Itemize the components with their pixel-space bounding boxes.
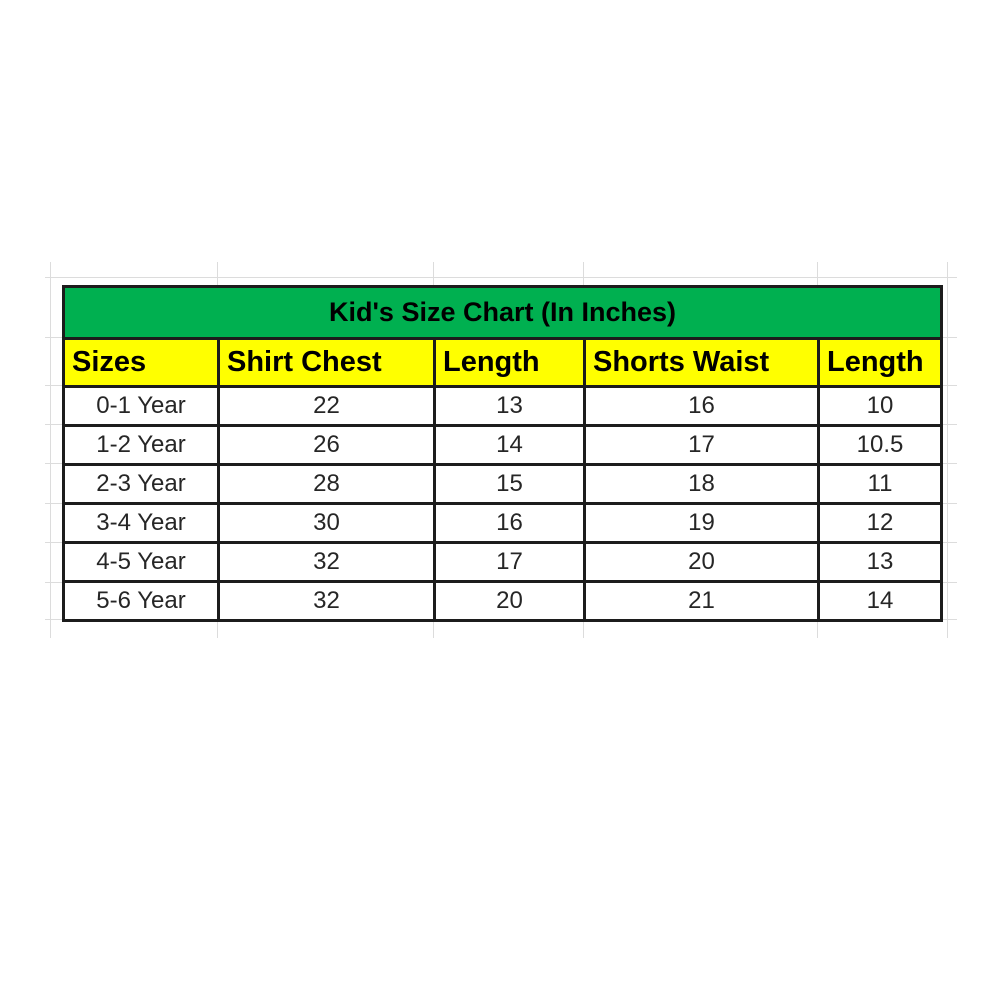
table-cell: 10 [816,385,944,427]
column-header-length-2: Length [816,337,944,388]
table-row: 5-6 Year 32 20 21 14 [62,580,944,622]
table-title-row: Kid's Size Chart (In Inches) [61,285,944,340]
table-cell: 16 [583,385,820,427]
table-cell: 12 [816,502,944,544]
size-label-cell: 3-4 Year [62,502,220,544]
size-chart-table: Kid's Size Chart (In Inches) Sizes Shirt… [61,285,944,622]
table-cell: 19 [583,502,820,544]
table-cell: 13 [816,541,944,583]
table-cell: 10.5 [816,424,944,466]
table-row: 2-3 Year 28 15 18 11 [62,463,944,505]
table-cell: 17 [433,541,586,583]
table-title: Kid's Size Chart (In Inches) [61,285,944,340]
table-row: 4-5 Year 32 17 20 13 [62,541,944,583]
column-header-length: Length [433,337,586,388]
size-label-cell: 2-3 Year [62,463,220,505]
spreadsheet-gridline [947,262,948,638]
table-row: 0-1 Year 22 13 16 10 [62,385,944,427]
table-cell: 13 [433,385,586,427]
table-cell: 20 [583,541,820,583]
table-cell: 14 [816,580,944,622]
table-cell: 28 [217,463,436,505]
table-cell: 20 [433,580,586,622]
spreadsheet-gridline [45,277,957,278]
table-cell: 30 [217,502,436,544]
table-cell: 17 [583,424,820,466]
column-header-shirt-chest: Shirt Chest [217,337,436,388]
table-cell: 11 [816,463,944,505]
table-header-row: Sizes Shirt Chest Length Shorts Waist Le… [62,337,944,388]
table-cell: 16 [433,502,586,544]
size-label-cell: 5-6 Year [62,580,220,622]
column-header-shorts-waist: Shorts Waist [583,337,820,388]
size-label-cell: 0-1 Year [62,385,220,427]
table-row: 3-4 Year 30 16 19 12 [62,502,944,544]
table-cell: 18 [583,463,820,505]
table-cell: 32 [217,580,436,622]
size-label-cell: 1-2 Year [62,424,220,466]
size-label-cell: 4-5 Year [62,541,220,583]
table-row: 1-2 Year 26 14 17 10.5 [62,424,944,466]
table-cell: 21 [583,580,820,622]
column-header-sizes: Sizes [62,337,220,388]
table-cell: 32 [217,541,436,583]
spreadsheet-gridline [50,262,51,638]
table-cell: 14 [433,424,586,466]
table-cell: 26 [217,424,436,466]
table-cell: 15 [433,463,586,505]
table-cell: 22 [217,385,436,427]
